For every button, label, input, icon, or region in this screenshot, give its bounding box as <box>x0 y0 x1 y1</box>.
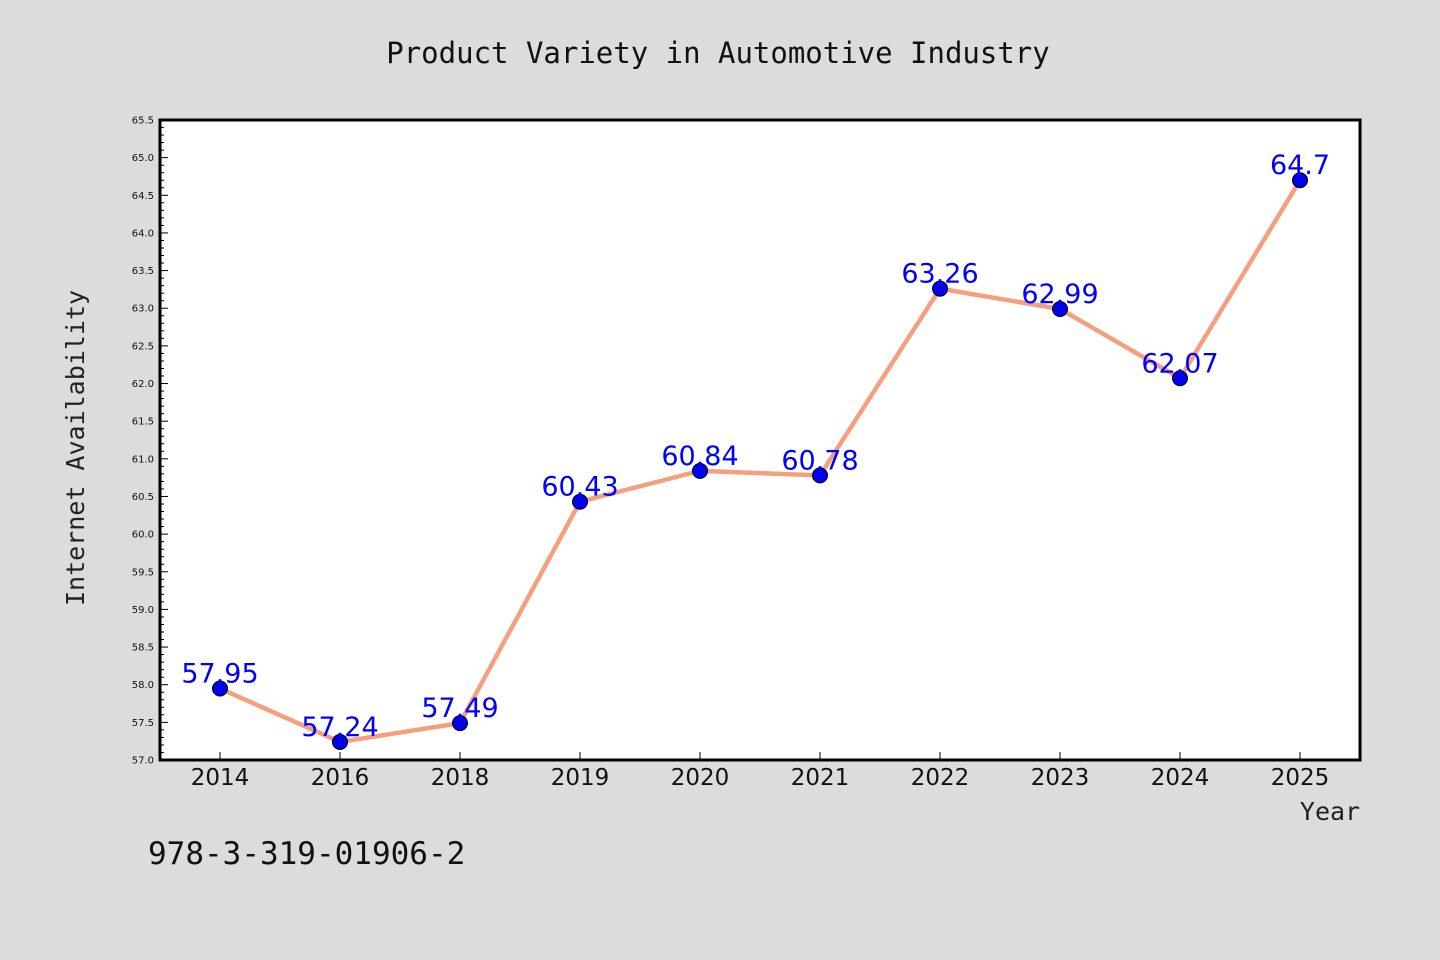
y-tick-label: 62.0 <box>132 379 154 390</box>
chart-title: Product Variety in Automotive Industry <box>386 36 1049 70</box>
plot-area <box>160 120 1360 760</box>
data-label: 60.84 <box>661 441 738 472</box>
y-tick-label: 60.5 <box>132 492 154 503</box>
data-label: 60.78 <box>781 445 858 476</box>
data-label: 60.43 <box>541 472 618 503</box>
x-tick-label: 2021 <box>791 765 850 791</box>
y-tick-label: 65.5 <box>132 116 154 127</box>
plot-frame <box>158 118 1362 762</box>
data-label: 62.07 <box>1141 348 1218 379</box>
x-tick-label: 2020 <box>671 765 730 791</box>
isbn-annotation: 978-3-319-01906-2 <box>148 836 465 872</box>
data-label: 57.24 <box>301 712 378 743</box>
data-point <box>932 280 948 297</box>
data-label: 57.95 <box>181 658 258 689</box>
series-line <box>217 177 1303 745</box>
y-tick-label: 60.0 <box>132 530 154 541</box>
data-label: 63.26 <box>901 259 978 290</box>
data-point <box>332 733 348 750</box>
y-tick-label: 65.0 <box>132 153 154 164</box>
x-axis-label: Year <box>1300 797 1360 826</box>
y-tick-label: 64.5 <box>132 191 154 202</box>
data-point <box>692 462 708 479</box>
x-tick-label: 2024 <box>1151 765 1210 791</box>
y-tick-label: 58.0 <box>132 680 154 691</box>
y-tick-label: 59.5 <box>132 567 154 578</box>
y-axis-label: Internet Availability <box>61 290 90 606</box>
x-tick-label: 2016 <box>311 765 370 791</box>
data-point <box>1172 370 1188 387</box>
data-point <box>212 680 228 697</box>
data-label-group: 57.95 57.24 57.49 60.43 60.84 60.78 63.26 62.99… <box>181 150 1330 743</box>
x-tick-label: 2018 <box>431 765 490 791</box>
data-point <box>812 467 828 484</box>
y-tick-label: 61.0 <box>132 454 154 465</box>
y-tick-label: 63.0 <box>132 304 154 315</box>
x-tick-label: 2022 <box>911 765 970 791</box>
data-point <box>1052 300 1068 317</box>
y-tick-label: 61.5 <box>132 417 154 428</box>
x-tick-label: 2025 <box>1271 765 1330 791</box>
data-point <box>572 493 588 510</box>
data-label: 57.49 <box>421 693 498 724</box>
y-tick-label: 59.0 <box>132 605 154 616</box>
y-tick-label: 57.0 <box>132 756 154 767</box>
data-point <box>452 715 468 732</box>
y-tick-label: 57.5 <box>132 718 154 729</box>
series-line-group <box>217 177 1303 745</box>
data-label: 62.99 <box>1021 279 1098 310</box>
x-tick-label: 2014 <box>191 765 250 791</box>
y-tick-label: 64.0 <box>132 228 154 239</box>
data-point <box>1292 172 1308 189</box>
y-tick-label: 62.5 <box>132 341 154 352</box>
data-label: 64.7 <box>1270 150 1330 181</box>
data-marker-group <box>212 172 1308 750</box>
x-tick-label: 2023 <box>1031 765 1090 791</box>
y-tick-label: 58.5 <box>132 643 154 654</box>
x-tick-label: 2019 <box>551 765 610 791</box>
x-axis-ticks: 2014 2016 2018 2019 2020 2021 2022 2023 2024 2025 <box>191 752 1330 791</box>
y-tick-label: 63.5 <box>132 266 154 277</box>
